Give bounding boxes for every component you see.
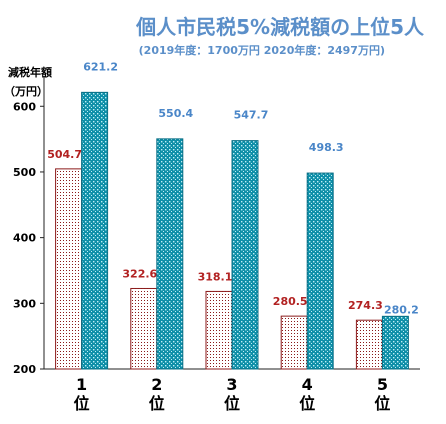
bar-2019 [280, 315, 308, 370]
y-tick-label: 600 [13, 100, 36, 113]
y-tick-label: 400 [13, 232, 36, 245]
x-tick-label: 4 [302, 375, 313, 394]
x-tick-label: 3 [226, 375, 237, 394]
data-label-2020: 550.4 [158, 107, 193, 120]
x-tick-label-suffix: 位 [74, 394, 90, 413]
data-label-2020: 498.3 [309, 141, 344, 154]
data-label-2019: 318.1 [198, 270, 233, 283]
data-label-2020: 621.2 [83, 60, 118, 73]
data-label-2019: 322.6 [122, 267, 157, 280]
bar-2019 [355, 319, 383, 370]
data-label-2020: 547.7 [234, 109, 269, 122]
bar-2019 [55, 168, 83, 370]
bar-2020 [156, 138, 184, 370]
plot-area: 200300400500600504.7621.21位322.6550.42位3… [13, 60, 420, 413]
x-tick-label-suffix: 位 [299, 394, 315, 413]
x-tick-label: 2 [151, 375, 162, 394]
data-label-2019: 274.3 [348, 299, 383, 312]
x-tick-label-suffix: 位 [224, 394, 240, 413]
x-tick-label: 1 [76, 375, 87, 394]
chart-subtitle: (2019年度：1700万円 2020年度：2497万円) [139, 43, 385, 57]
y-axis-label-line1: 減税年額 [8, 65, 52, 79]
bar-2020 [81, 91, 109, 370]
bar-2020 [306, 172, 334, 370]
x-tick-label: 5 [377, 375, 388, 394]
chart-title: 個人市民税5%減税額の上位5人 [135, 15, 425, 39]
bar-2019 [205, 290, 233, 370]
x-tick-label-suffix: 位 [149, 394, 165, 413]
y-tick-label: 300 [13, 297, 36, 310]
bar-2020 [231, 140, 259, 370]
bar-2019 [130, 287, 158, 370]
bar-2020 [381, 315, 409, 370]
y-axis-label-line2: （万円） [4, 85, 48, 98]
y-tick-label: 200 [13, 363, 36, 376]
data-label-2019: 280.5 [273, 295, 308, 308]
data-label-2020: 280.2 [384, 303, 419, 316]
x-tick-label-suffix: 位 [374, 394, 390, 413]
data-label-2019: 504.7 [47, 148, 82, 161]
y-tick-label: 500 [13, 166, 36, 179]
